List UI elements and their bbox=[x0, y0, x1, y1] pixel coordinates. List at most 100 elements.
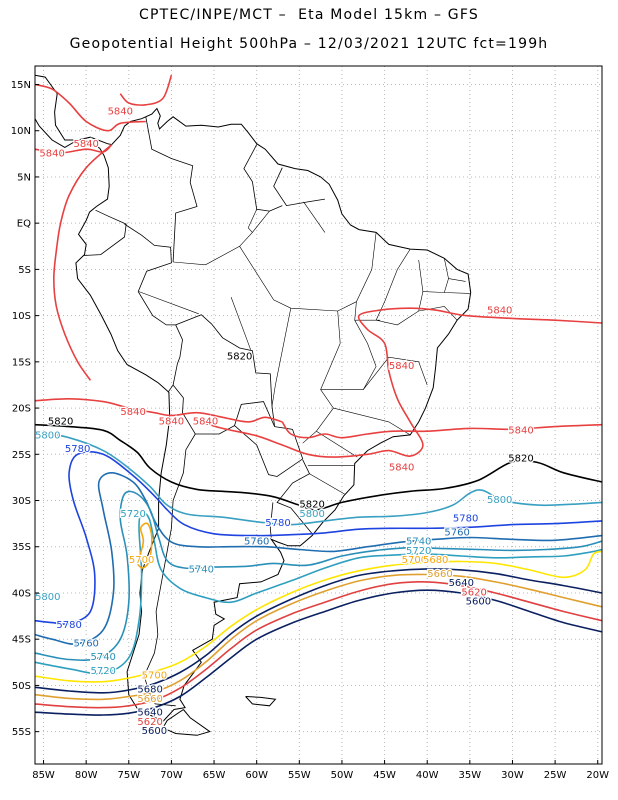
contour-line bbox=[34, 397, 283, 423]
lon-tick-label: 25W bbox=[544, 770, 567, 781]
contour-label: 5840 bbox=[508, 426, 533, 437]
contour-line bbox=[281, 421, 603, 439]
lat-tick-label: 55S bbox=[12, 727, 31, 738]
lat-tick-label: 10N bbox=[11, 126, 31, 137]
contour-line bbox=[34, 510, 603, 675]
contour-label: 5820 bbox=[227, 352, 252, 363]
height-contours bbox=[34, 74, 603, 716]
country-border bbox=[234, 425, 304, 477]
contour-line bbox=[34, 573, 603, 701]
south-america-coastline bbox=[75, 107, 472, 723]
state-border bbox=[302, 343, 341, 444]
lon-tick-label: 40W bbox=[416, 770, 439, 781]
contour-label: 5760 bbox=[73, 638, 98, 649]
state-border bbox=[303, 201, 326, 233]
contour-line bbox=[34, 589, 603, 716]
coastlines-and-borders bbox=[34, 74, 472, 736]
contour-label: 5800 bbox=[35, 430, 60, 441]
state-border bbox=[309, 473, 345, 495]
state-border bbox=[173, 210, 270, 266]
contour-line bbox=[34, 471, 603, 645]
country-border bbox=[83, 209, 127, 256]
contour-label: 5840 bbox=[193, 416, 218, 427]
lon-tick-label: 20W bbox=[586, 770, 609, 781]
contour-label: 5800 bbox=[299, 509, 324, 520]
state-border bbox=[337, 301, 357, 312]
contour-label: 5800 bbox=[35, 592, 60, 603]
lon-tick-label: 65W bbox=[203, 770, 226, 781]
contour-label: 5620 bbox=[137, 717, 162, 728]
central-america-pacific-coast bbox=[34, 118, 78, 148]
contour-line bbox=[119, 74, 173, 106]
contour-line bbox=[201, 307, 603, 458]
contour-line bbox=[52, 144, 113, 381]
contour-label: 5620 bbox=[461, 588, 486, 599]
contour-label: 5820 bbox=[299, 500, 324, 511]
contour-line bbox=[136, 522, 153, 569]
lat-tick-label: 20S bbox=[12, 404, 31, 415]
contour-label: 5660 bbox=[427, 569, 452, 580]
contour-label: 5780 bbox=[265, 518, 290, 529]
contour-line bbox=[34, 83, 146, 132]
lon-tick-label: 85W bbox=[32, 770, 55, 781]
tierra-del-fuego bbox=[162, 709, 211, 736]
contour-label: 5720 bbox=[90, 666, 115, 677]
chart-subtitle: Geopotential Height 500hPa – 12/03/2021 … bbox=[69, 36, 549, 52]
contour-label: 5840 bbox=[39, 148, 64, 159]
lat-tick-label: 50S bbox=[12, 681, 31, 692]
lat-tick-label: 5N bbox=[17, 172, 31, 183]
country-border bbox=[273, 167, 325, 207]
lat-tick-label: 10S bbox=[12, 311, 31, 322]
map-border bbox=[34, 65, 603, 765]
central-america-coastline bbox=[34, 74, 78, 141]
contour-label: 5840 bbox=[487, 306, 512, 317]
lat-tick-label: 40S bbox=[12, 588, 31, 599]
contour-label: 5840 bbox=[108, 107, 133, 118]
state-border bbox=[354, 232, 381, 321]
contour-label: 5700 bbox=[142, 671, 167, 682]
contour-label: 5740 bbox=[90, 652, 115, 663]
lat-tick-label: 30S bbox=[12, 496, 31, 507]
state-border bbox=[316, 430, 358, 458]
country-border bbox=[172, 314, 275, 435]
lat-tick-label: 35S bbox=[12, 542, 31, 553]
axis-ticks: 15N10N5NEQ5S10S15S20S25S30S35S40S45S50S5… bbox=[11, 80, 609, 781]
country-border bbox=[143, 433, 196, 707]
state-border bbox=[448, 278, 466, 282]
contour-line bbox=[34, 581, 603, 709]
contour-label: 5840 bbox=[120, 407, 145, 418]
contour-label: 5780 bbox=[65, 444, 90, 455]
contour-label: 5740 bbox=[189, 564, 214, 575]
map-frame bbox=[34, 65, 603, 765]
state-border bbox=[375, 248, 424, 326]
contour-line bbox=[34, 490, 603, 661]
country-border bbox=[145, 116, 198, 263]
contour-label: 5820 bbox=[48, 416, 73, 427]
contour-label: 5760 bbox=[244, 537, 269, 548]
country-border bbox=[243, 144, 283, 212]
lat-tick-label: 25S bbox=[12, 450, 31, 461]
contour-label: 5680 bbox=[423, 555, 448, 566]
lon-tick-label: 50W bbox=[331, 770, 354, 781]
contour-label: 5780 bbox=[56, 620, 81, 631]
contour-line bbox=[34, 450, 603, 625]
contour-label: 5820 bbox=[508, 453, 533, 464]
state-border bbox=[239, 246, 341, 344]
lat-tick-label: 5S bbox=[18, 265, 31, 276]
contour-label: 5660 bbox=[137, 694, 162, 705]
lon-tick-label: 35W bbox=[459, 770, 482, 781]
state-border bbox=[444, 292, 470, 294]
contour-labels: 5840 5840 5840 5840 5840 5840 5840 5840 5840 5840… bbox=[34, 105, 535, 738]
lon-tick-label: 60W bbox=[245, 770, 268, 781]
lat-tick-label: 15S bbox=[12, 357, 31, 368]
country-border bbox=[124, 223, 183, 393]
contour-line bbox=[34, 423, 603, 511]
contour-label: 5680 bbox=[137, 685, 162, 696]
contour-line bbox=[34, 430, 603, 526]
lon-tick-label: 80W bbox=[75, 770, 98, 781]
state-border bbox=[138, 291, 199, 315]
contour-label: 5600 bbox=[466, 597, 491, 608]
state-border bbox=[247, 209, 257, 233]
state-border bbox=[354, 320, 377, 390]
